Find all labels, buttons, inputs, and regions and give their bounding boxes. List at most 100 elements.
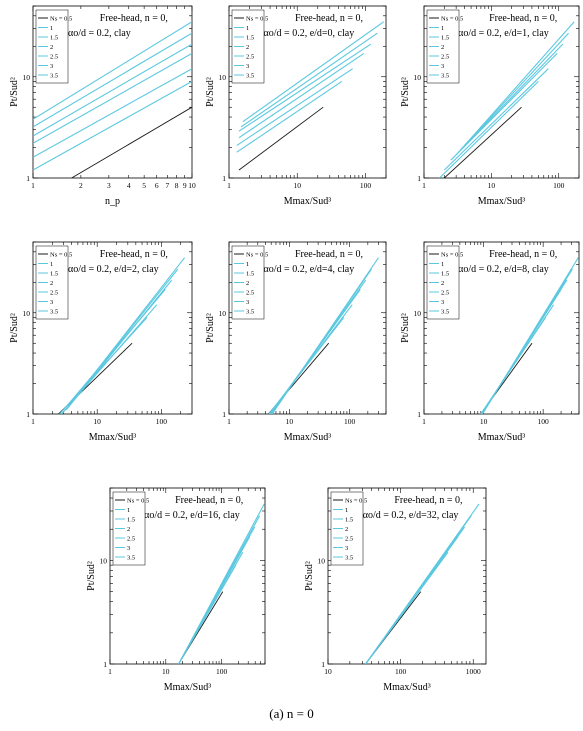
x-tick-label: 1 bbox=[108, 667, 112, 676]
annotation-line-1: Free-head, n = 0, bbox=[489, 249, 557, 260]
series-line-6 bbox=[33, 21, 192, 120]
y-tick-label: 10 bbox=[414, 309, 422, 318]
legend-label: 1.5 bbox=[246, 35, 254, 42]
series-line-5 bbox=[240, 32, 378, 128]
x-axis-label: Mmax/Sud³ bbox=[284, 432, 331, 443]
legend-label: 3 bbox=[246, 63, 249, 70]
series-line-3 bbox=[238, 52, 365, 139]
legend-label: 3.5 bbox=[441, 73, 449, 80]
legend-label: 2.5 bbox=[441, 290, 449, 297]
chart-panel-7: 1 10 100 1 10 Free-head, n = 0, αo/d = 0.2, e/… bbox=[86, 487, 266, 693]
series-line-6 bbox=[482, 257, 579, 414]
legend-label: 1.5 bbox=[246, 271, 254, 278]
annotation-line-1: Free-head, n = 0, bbox=[100, 249, 168, 260]
y-axis-label: Pt/Sud² bbox=[205, 313, 216, 343]
x-tick-label: 1 bbox=[227, 181, 231, 190]
series-line-1 bbox=[236, 80, 343, 153]
legend-label: 1.5 bbox=[345, 517, 353, 524]
legend-label: 3 bbox=[246, 299, 249, 306]
series-line-2 bbox=[236, 68, 354, 146]
y-tick-label: 10 bbox=[100, 556, 108, 565]
legend-label: 2.5 bbox=[246, 54, 254, 61]
y-tick-label: 1 bbox=[103, 660, 107, 669]
legend-label: 1 bbox=[50, 261, 53, 268]
legend: Ns = 0.5 1 1.5 2 2.5 3 3.5 bbox=[426, 9, 463, 84]
annotation-line-2: αo/d = 0.2, clay bbox=[68, 28, 131, 39]
chart-panel-5: 1 10 100 1 10 Free-head, n = 0, αo/d = 0.2, e/… bbox=[205, 241, 387, 443]
figure-caption: (a) n = 0 bbox=[269, 706, 314, 721]
x-tick-label: 1 bbox=[422, 181, 426, 190]
series-line-6 bbox=[271, 257, 379, 414]
legend-label: 1 bbox=[345, 507, 348, 514]
plot-frame bbox=[109, 487, 266, 665]
x-tick-label: 100 bbox=[553, 181, 565, 190]
series-line-6 bbox=[178, 503, 265, 664]
y-tick-label: 10 bbox=[219, 73, 227, 82]
legend-label: 1 bbox=[441, 25, 444, 32]
x-tick-label: 10 bbox=[293, 181, 301, 190]
series-group bbox=[480, 257, 579, 414]
y-tick-label: 1 bbox=[417, 174, 421, 183]
legend-label: 2 bbox=[441, 280, 444, 287]
series-line-2 bbox=[443, 68, 549, 171]
legend-label: 1.5 bbox=[50, 271, 58, 278]
plot-frame bbox=[327, 487, 487, 665]
legend-label: 3.5 bbox=[345, 555, 353, 562]
legend-label: 1.5 bbox=[441, 271, 449, 278]
series-line-4 bbox=[65, 279, 173, 411]
series-line-2 bbox=[33, 68, 192, 158]
y-tick-label: 1 bbox=[417, 410, 421, 419]
legend-label: 3.5 bbox=[246, 73, 254, 80]
plot-frame bbox=[423, 5, 580, 179]
legend-label: 1.5 bbox=[50, 35, 58, 42]
x-axis-label: n_p bbox=[105, 196, 120, 207]
series-line-1 bbox=[33, 80, 192, 171]
annotation-line-2: αo/d = 0.2, e/d=8, clay bbox=[458, 264, 549, 275]
legend-label: 3.5 bbox=[127, 555, 135, 562]
series-line-1 bbox=[439, 81, 539, 178]
y-axis-label: Pt/Sud² bbox=[304, 561, 315, 591]
legend-label: 2 bbox=[127, 526, 130, 533]
legend: Ns = 0.5 1 1.5 2 2.5 3 3.5 bbox=[330, 491, 367, 566]
y-tick-label: 1 bbox=[222, 410, 226, 419]
series-line-4 bbox=[238, 43, 372, 132]
legend-label: Ns = 0.5 bbox=[50, 16, 72, 23]
y-tick-label: 1 bbox=[321, 660, 325, 669]
y-axis-label: Pt/Sud² bbox=[400, 77, 411, 107]
x-tick-label: 10 bbox=[162, 667, 170, 676]
y-axis-label: Pt/Sud² bbox=[86, 561, 97, 591]
legend: Ns = 0.5 1 1.5 2 2.5 3 3.5 bbox=[112, 491, 149, 566]
x-tick-label: 10 bbox=[488, 181, 496, 190]
series-line-4 bbox=[33, 43, 192, 137]
legend-label: 3.5 bbox=[441, 309, 449, 316]
annotation-line-1: Free-head, n = 0, bbox=[295, 13, 363, 24]
legend-label: Ns = 0.5 bbox=[127, 498, 149, 505]
legend-label: 2.5 bbox=[441, 54, 449, 61]
y-tick-label: 10 bbox=[23, 309, 31, 318]
x-tick-label: 10 bbox=[93, 417, 101, 426]
legend-label: 1 bbox=[246, 25, 249, 32]
legend-label: 2 bbox=[246, 44, 249, 51]
series-group bbox=[236, 21, 385, 171]
x-tick-label: 3 bbox=[107, 181, 111, 190]
legend-label: 2.5 bbox=[50, 54, 58, 61]
x-tick-label: 10 bbox=[324, 667, 332, 676]
annotation-line-2: αo/d = 0.2, e/d=16, clay bbox=[144, 510, 240, 521]
legend-label: Ns = 0.5 bbox=[246, 252, 268, 259]
annotation-line-1: Free-head, n = 0, bbox=[489, 13, 557, 24]
legend-label: 3 bbox=[50, 299, 53, 306]
annotation-line-1: Free-head, n = 0, bbox=[295, 249, 363, 260]
annotation-line-1: Free-head, n = 0, bbox=[100, 13, 168, 24]
chart-panel-4: 1 10 100 1 10 Free-head, n = 0, αo/d = 0.2, e/… bbox=[9, 241, 193, 443]
series-line-6 bbox=[71, 257, 186, 403]
x-tick-label: 100 bbox=[344, 417, 356, 426]
x-tick-label: 100 bbox=[216, 667, 228, 676]
legend: Ns = 0.5 1 1.5 2 2.5 3 3.5 bbox=[35, 245, 72, 320]
x-tick-label: 100 bbox=[538, 417, 550, 426]
y-axis-label: Pt/Sud² bbox=[400, 313, 411, 343]
legend-label: 2.5 bbox=[345, 536, 353, 543]
x-tick-label: 1 bbox=[422, 417, 426, 426]
legend-label: 1 bbox=[441, 261, 444, 268]
x-tick-label: 5 bbox=[142, 181, 146, 190]
